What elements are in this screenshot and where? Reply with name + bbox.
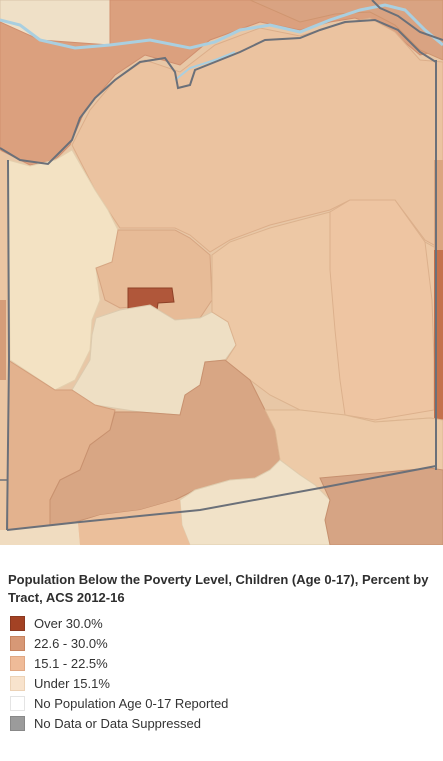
boundary-south — [6, 465, 437, 531]
legend-item-under-15: Under 15.1% — [8, 673, 435, 693]
legend-swatch-no-data — [10, 715, 25, 731]
legend-label: Under 15.1% — [34, 675, 110, 691]
tract-left-edge-dark[interactable] — [0, 300, 6, 380]
boundary-west — [6, 159, 11, 531]
boundary-north — [0, 18, 437, 166]
legend-item-over-30: Over 30.0% — [8, 613, 435, 633]
tract-bottom-left[interactable] — [0, 522, 80, 545]
legend-label: 15.1 - 22.5% — [34, 655, 108, 671]
map-area[interactable] — [0, 0, 443, 545]
legend-label: No Data or Data Suppressed — [34, 715, 201, 731]
legend-item-no-data: No Data or Data Suppressed — [8, 713, 435, 733]
tract-bottom-right[interactable] — [319, 467, 443, 545]
legend-swatch-22-30 — [10, 635, 25, 651]
legend-item-22-30: 22.6 - 30.0% — [8, 633, 435, 653]
legend-label: Over 30.0% — [34, 615, 103, 631]
legend-item-no-population: No Population Age 0-17 Reported — [8, 693, 435, 713]
legend-label: No Population Age 0-17 Reported — [34, 695, 229, 711]
map-legend: Population Below the Poverty Level, Chil… — [0, 545, 443, 761]
tract-map[interactable] — [0, 0, 443, 545]
legend-swatch-over-30 — [10, 615, 25, 631]
tract-bottom-mid[interactable] — [78, 500, 190, 545]
legend-title: Population Below the Poverty Level, Chil… — [8, 572, 429, 605]
tract-east-inner[interactable] — [329, 199, 435, 421]
legend-item-15-22: 15.1 - 22.5% — [8, 653, 435, 673]
river — [0, 3, 443, 50]
legend-label: 22.6 - 30.0% — [34, 635, 108, 651]
river-branch — [174, 51, 236, 81]
tract-north-central[interactable] — [71, 17, 443, 253]
legend-swatch-no-population — [10, 695, 25, 711]
legend-swatch-under-15 — [10, 675, 25, 691]
tract-bottom-center[interactable] — [179, 459, 331, 545]
boundary-northeast — [371, 0, 443, 41]
legend-swatch-15-22 — [10, 655, 25, 671]
